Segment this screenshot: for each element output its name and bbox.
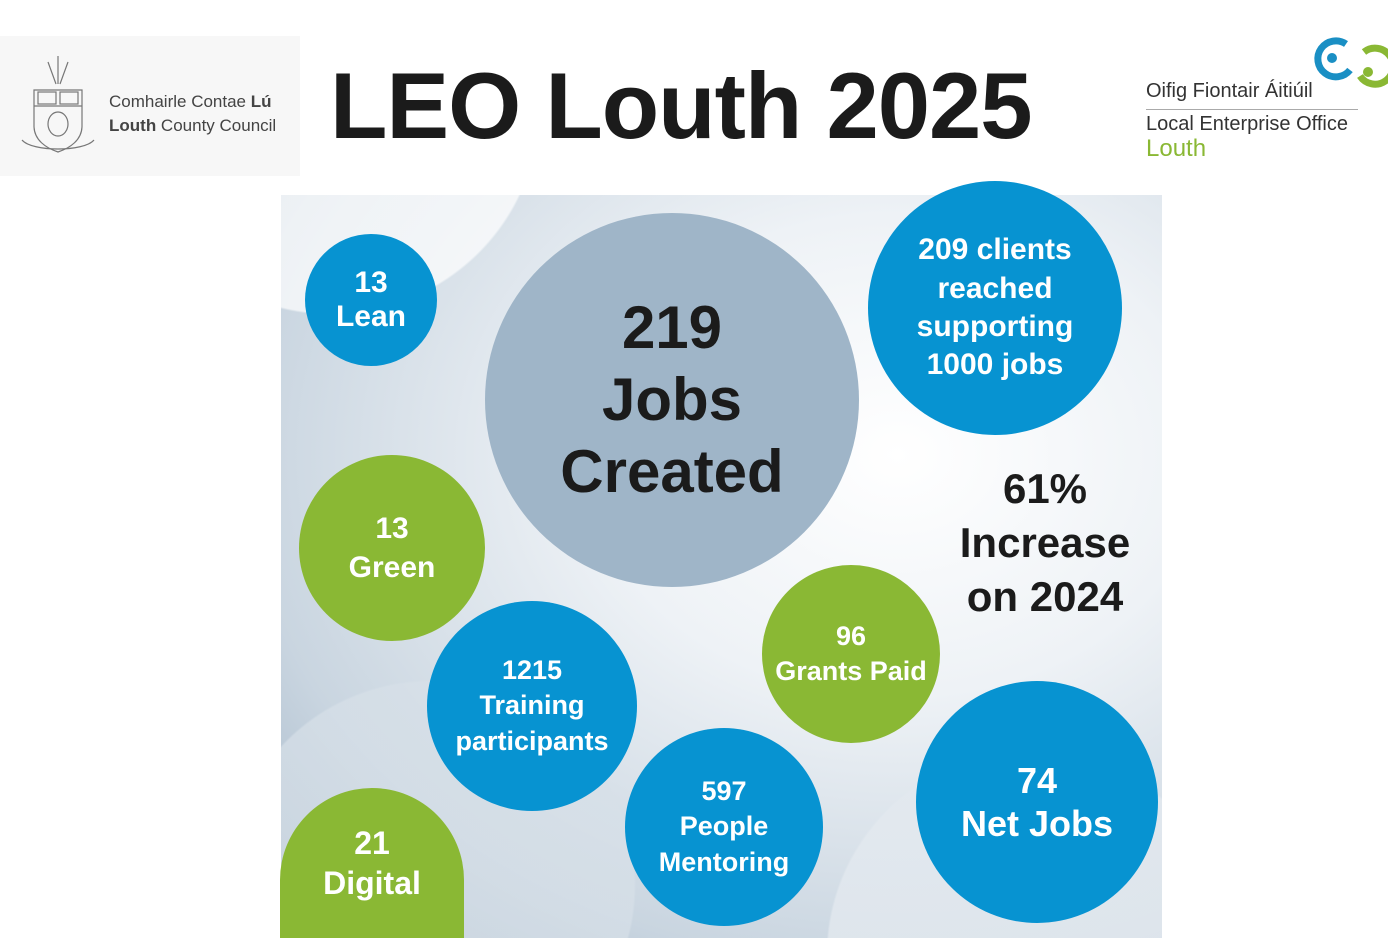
stat-grants: 96 Grants Paid: [762, 565, 940, 743]
training-value: 1215: [501, 655, 563, 686]
stat-mentoring: 597 People Mentoring: [625, 728, 823, 926]
mentoring-label-2: Mentoring: [658, 846, 790, 877]
stat-net-jobs: 74 Net Jobs: [916, 681, 1158, 923]
increase-value: 61%: [1002, 465, 1088, 512]
stat-clients: 209 clients reached supporting 1000 jobs: [868, 181, 1122, 435]
leo-name-english: Local Enterprise Office: [1146, 113, 1348, 135]
leo-louth-logo: Oifig Fiontair Áitiúil Local Enterprise …: [1140, 36, 1390, 171]
jobs-value: 219: [621, 294, 723, 361]
council-name-english: Louth County Council: [109, 116, 277, 135]
mentoring-value: 597: [701, 776, 747, 807]
digital-label: Digital: [323, 865, 421, 901]
mentoring-label-1: People: [679, 811, 769, 842]
clients-line: reached: [937, 271, 1053, 305]
page-title: LEO Louth 2025: [330, 53, 1033, 158]
increase-label-2: on 2024: [966, 573, 1124, 620]
stat-jobs-created: 219 Jobs Created: [485, 213, 859, 587]
lean-value: 13: [354, 265, 388, 299]
lean-label: Lean: [335, 300, 407, 333]
grants-value: 96: [835, 620, 867, 651]
leo-divider: [1146, 109, 1358, 110]
clients-line: supporting: [916, 310, 1074, 343]
training-label-1: Training: [479, 690, 585, 721]
clients-line: 1000 jobs: [926, 348, 1064, 382]
stat-digital: 21 Digital: [280, 788, 464, 938]
green-label: Green: [348, 551, 436, 584]
council-name-irish: Comhairle Contae Lú: [109, 92, 272, 111]
louth-county-council-logo: Comhairle Contae Lú Louth County Council: [0, 36, 300, 176]
clients-line: 209 clients: [918, 233, 1072, 267]
jobs-label-2: Created: [560, 438, 784, 505]
jobs-label-1: Jobs: [601, 366, 743, 433]
stat-increase: 61% Increase on 2024: [920, 462, 1170, 624]
stat-lean: 13 Lean: [305, 234, 437, 366]
training-label-2: participants: [455, 725, 609, 756]
green-value: 13: [375, 512, 409, 545]
net-jobs-label: Net Jobs: [960, 803, 1114, 844]
stats-panel: 13 Lean 219 Jobs Created 209 clients reached…: [280, 181, 1162, 938]
stat-training: 1215 Training participants: [427, 601, 637, 811]
stat-green: 13 Green: [299, 455, 485, 641]
digital-value: 21: [354, 825, 390, 861]
net-jobs-value: 74: [1016, 759, 1058, 801]
grants-label: Grants Paid: [775, 656, 927, 686]
leo-name-irish: Oifig Fiontair Áitiúil: [1146, 80, 1313, 102]
leo-rings-icon: [1314, 37, 1388, 88]
crest-icon: [21, 56, 95, 153]
leo-county: Louth: [1146, 135, 1207, 162]
increase-label-1: Increase: [959, 519, 1131, 566]
